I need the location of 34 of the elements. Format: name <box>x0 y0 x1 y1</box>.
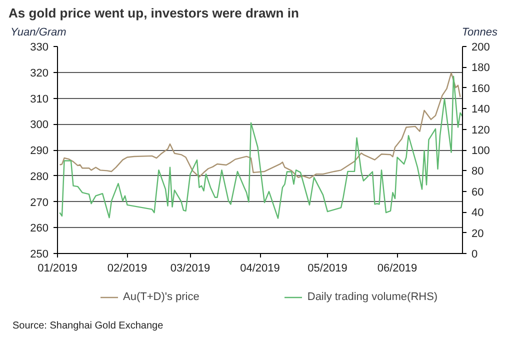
y-tick-label: 290 <box>30 145 49 157</box>
y2-tick-label: 100 <box>472 145 490 157</box>
y-tick-label: 300 <box>30 119 49 132</box>
x-tick-label: 05/2019 <box>308 262 348 274</box>
y-axis-title: Yuan/Gram <box>10 26 66 38</box>
y-tick-label: 320 <box>30 67 49 80</box>
y-tick-label: 270 <box>30 196 49 209</box>
legend-label: Au(T+D)'s price <box>123 291 200 303</box>
y-tick-label: 280 <box>30 170 49 183</box>
y2-tick-label: 80 <box>472 166 484 178</box>
y2-tick-label: 40 <box>472 207 484 220</box>
y2-tick-label: 140 <box>472 104 490 116</box>
legend-label: Daily trading volume(RHS) <box>307 291 438 303</box>
x-tick-label: 06/2019 <box>377 262 418 274</box>
x-tick-label: 01/2019 <box>38 262 78 274</box>
y-tick-label: 310 <box>30 93 49 106</box>
x-tick-label: 03/2019 <box>170 262 210 274</box>
y2-tick-label: 200 <box>472 42 490 54</box>
x-tick-label: 04/2019 <box>240 262 280 274</box>
chart-title: As gold price went up, investors were drawn in <box>8 6 299 20</box>
line-series <box>59 76 462 219</box>
source-note: Source: Shanghai Gold Exchange <box>12 320 164 332</box>
y2-tick-label: 160 <box>472 82 490 95</box>
y-tick-label: 330 <box>30 42 49 54</box>
y-tick-label: 260 <box>30 222 49 235</box>
y2-tick-label: 0 <box>472 248 478 260</box>
y-tick-label: 250 <box>30 248 49 260</box>
y2-tick-label: 120 <box>472 124 490 136</box>
line-series <box>59 72 461 179</box>
x-tick-label: 02/2019 <box>107 262 148 274</box>
y2-axis-title: Tonnes <box>462 26 498 38</box>
y2-tick-label: 180 <box>472 62 490 74</box>
y2-tick-label: 20 <box>472 228 484 240</box>
y2-tick-label: 60 <box>472 186 484 198</box>
